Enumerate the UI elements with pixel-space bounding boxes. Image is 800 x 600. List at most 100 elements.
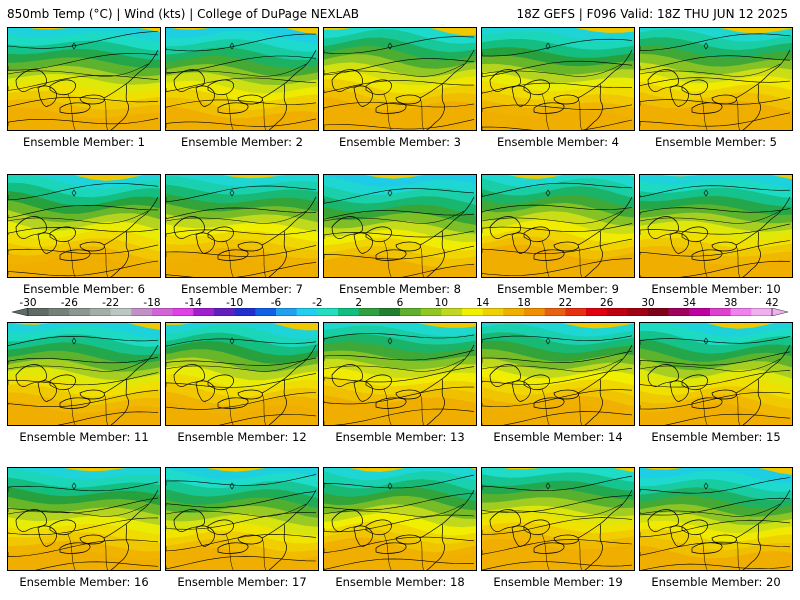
temperature-map [640,468,792,570]
lake-outline [691,397,723,409]
temperature-map [640,175,792,277]
temperature-band [482,261,634,277]
colorbar-segment [689,308,711,316]
contour-line [640,97,791,106]
contour-line [324,386,474,405]
contour-line [482,561,633,570]
contour-line [482,204,633,213]
contour-line [166,55,317,74]
lake-outline [37,380,57,402]
panel-label: Ensemble Member: 1 [23,135,145,149]
lake-outline [365,226,392,243]
contour-line [166,77,317,93]
contour-line [324,119,475,130]
contour-line [166,207,317,220]
panel-label: Ensemble Member: 20 [651,575,781,589]
coastline [261,196,317,277]
temperature-map [324,28,476,130]
station-marker [229,337,235,345]
panel-label: Ensemble Member: 4 [497,135,619,149]
panel-label: Ensemble Member: 8 [339,282,461,296]
contour-line [166,262,317,277]
temperature-band [482,555,634,570]
contour-line [166,33,316,52]
coastline [103,49,159,130]
station-marker [229,482,235,490]
coastline [735,196,791,277]
lake-outline [681,226,708,243]
lake-outline [173,216,205,239]
ensemble-map-panel [481,174,635,278]
state-borders [482,210,623,277]
lake-outline [375,249,407,261]
temperature-map [8,28,160,130]
lake-outline [681,519,708,536]
contour-line [482,119,633,130]
lake-outline [711,389,737,400]
ensemble-map-panel [165,174,319,278]
lake-outline [173,509,205,532]
station-marker [71,337,77,345]
temperature-band [166,114,318,130]
lake-outline [353,232,373,254]
ensemble-map-panel [481,467,635,571]
contour-line [8,226,159,235]
lake-outline [511,232,531,254]
ensemble-map-panel [323,322,477,426]
valid-time: 18Z GEFS | F096 Valid: 18Z THU JUN 12 20… [516,7,788,21]
lake-outline [511,85,531,107]
contour-line [482,258,633,276]
state-borders [640,503,781,570]
lake-outline [523,519,550,536]
contour-line [8,260,159,277]
lake-outline [711,94,737,105]
temperature-map [482,323,634,425]
state-borders [482,358,623,425]
contour-line [8,204,159,219]
lake-outline [647,69,679,92]
contour-line [641,563,791,570]
panel-label: Ensemble Member: 14 [493,430,623,444]
coastline [735,344,791,425]
contour-line [324,210,475,220]
contour-line [166,185,317,203]
colorbar-segment [606,308,628,316]
temperature-map [166,175,318,277]
lake-outline [49,79,76,96]
contour-line [324,514,475,533]
ensemble-map-panel [481,322,635,426]
lake-outline [59,102,91,114]
contour-line [324,58,475,76]
lake-outline [237,241,263,252]
state-borders [640,63,781,130]
contour-line [482,82,633,94]
temperature-map [166,28,318,130]
colorbar-tick-label: -14 [184,297,202,309]
lake-outline [195,380,215,402]
panel-label: Ensemble Member: 13 [335,430,465,444]
contour-line [8,539,159,558]
contour-line [8,390,159,407]
temperature-colorbar: -30 -26 -22 -18 -14 -10 -6 -2 2 6 10 14 18 22 26 30 34 38… [12,297,788,320]
temperature-band [640,262,792,277]
colorbar-tick-label: -30 [19,297,37,309]
contour-line [640,497,791,516]
contour-line [219,414,317,425]
contour-line [482,182,633,197]
colorbar-segment [462,308,483,316]
lake-outline [691,102,723,114]
contour-line [324,474,475,489]
contour-line [8,118,159,126]
coastline [261,489,317,570]
station-marker [387,189,393,197]
contour-line [324,245,475,260]
contour-line [324,558,475,570]
colorbar-tick-label: 22 [558,297,573,309]
contour-line [324,230,475,239]
panel-label: Ensemble Member: 6 [23,282,145,296]
panel-label: Ensemble Member: 9 [497,282,619,296]
station-marker [703,482,709,490]
state-borders [324,358,465,425]
lake-outline [37,525,57,547]
lake-outline [523,79,550,96]
